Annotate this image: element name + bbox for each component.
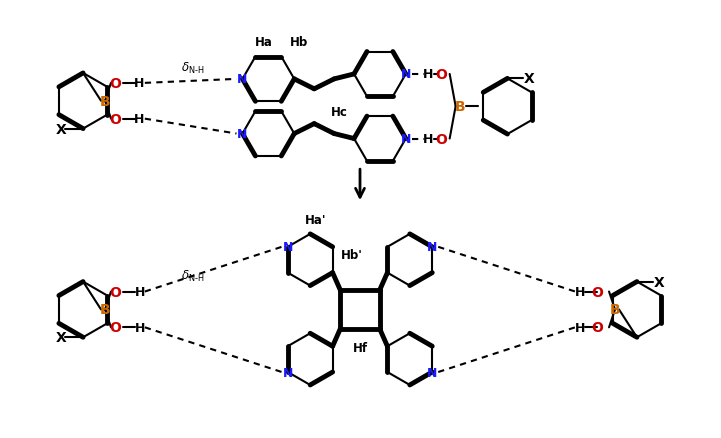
Text: B: B — [610, 303, 620, 317]
Text: O: O — [109, 113, 121, 126]
Text: H: H — [423, 133, 433, 146]
Text: O: O — [591, 285, 603, 299]
Text: O: O — [109, 285, 121, 299]
Text: H: H — [575, 321, 585, 334]
Text: B: B — [454, 100, 465, 114]
Text: H: H — [133, 113, 144, 126]
Text: Ha': Ha' — [304, 214, 326, 227]
Text: O: O — [435, 68, 448, 82]
Text: N: N — [237, 128, 247, 141]
Text: X: X — [56, 331, 66, 344]
Text: N: N — [401, 133, 411, 146]
Text: N: N — [427, 366, 438, 379]
Text: $\delta_{\rm N\text{-}H}$: $\delta_{\rm N\text{-}H}$ — [181, 268, 205, 283]
Text: H: H — [135, 321, 145, 334]
Text: N: N — [427, 241, 438, 254]
Text: X: X — [524, 72, 535, 86]
Text: X: X — [653, 275, 664, 289]
Text: $\delta_{\rm N\text{-}H}$: $\delta_{\rm N\text{-}H}$ — [181, 60, 205, 75]
Text: H: H — [135, 286, 145, 298]
Text: N: N — [401, 68, 411, 81]
Text: H: H — [575, 286, 585, 298]
Text: Hc: Hc — [331, 106, 348, 118]
Text: N: N — [283, 241, 293, 254]
Text: O: O — [109, 77, 121, 91]
Text: B: B — [99, 95, 110, 109]
Text: Hb: Hb — [290, 35, 309, 49]
Text: O: O — [435, 132, 448, 146]
Text: O: O — [109, 321, 121, 335]
Text: H: H — [133, 77, 144, 90]
Text: B: B — [99, 303, 110, 317]
Text: Ha: Ha — [255, 35, 273, 49]
Text: H: H — [423, 68, 433, 81]
Text: O: O — [591, 321, 603, 335]
Text: Hf: Hf — [353, 341, 368, 354]
Text: N: N — [237, 73, 247, 86]
Text: N: N — [283, 366, 293, 379]
Text: X: X — [56, 122, 66, 136]
Text: Hb': Hb' — [341, 249, 363, 261]
